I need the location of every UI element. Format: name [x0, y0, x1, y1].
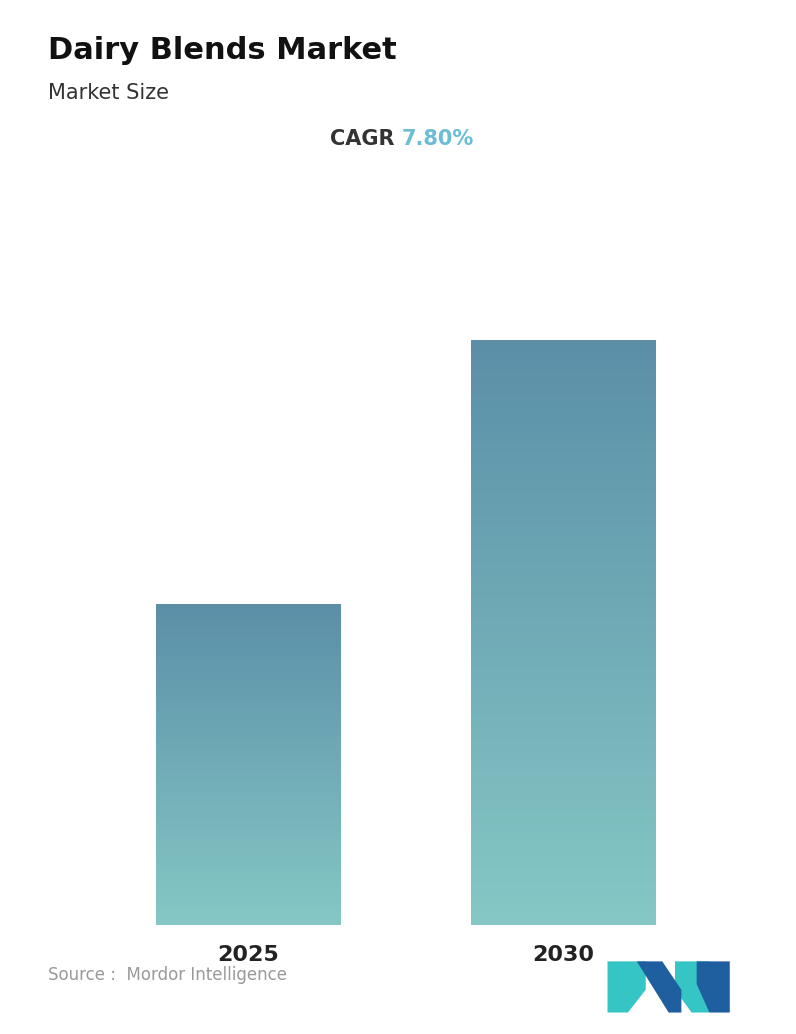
Polygon shape [607, 962, 646, 1012]
Polygon shape [696, 962, 730, 1012]
Polygon shape [637, 962, 681, 1012]
Text: Market Size: Market Size [48, 83, 169, 102]
Polygon shape [675, 962, 709, 1012]
Text: CAGR: CAGR [330, 129, 402, 149]
Text: Source :  Mordor Intelligence: Source : Mordor Intelligence [48, 967, 287, 984]
Text: Dairy Blends Market: Dairy Blends Market [48, 36, 396, 65]
Text: 7.80%: 7.80% [402, 129, 474, 149]
